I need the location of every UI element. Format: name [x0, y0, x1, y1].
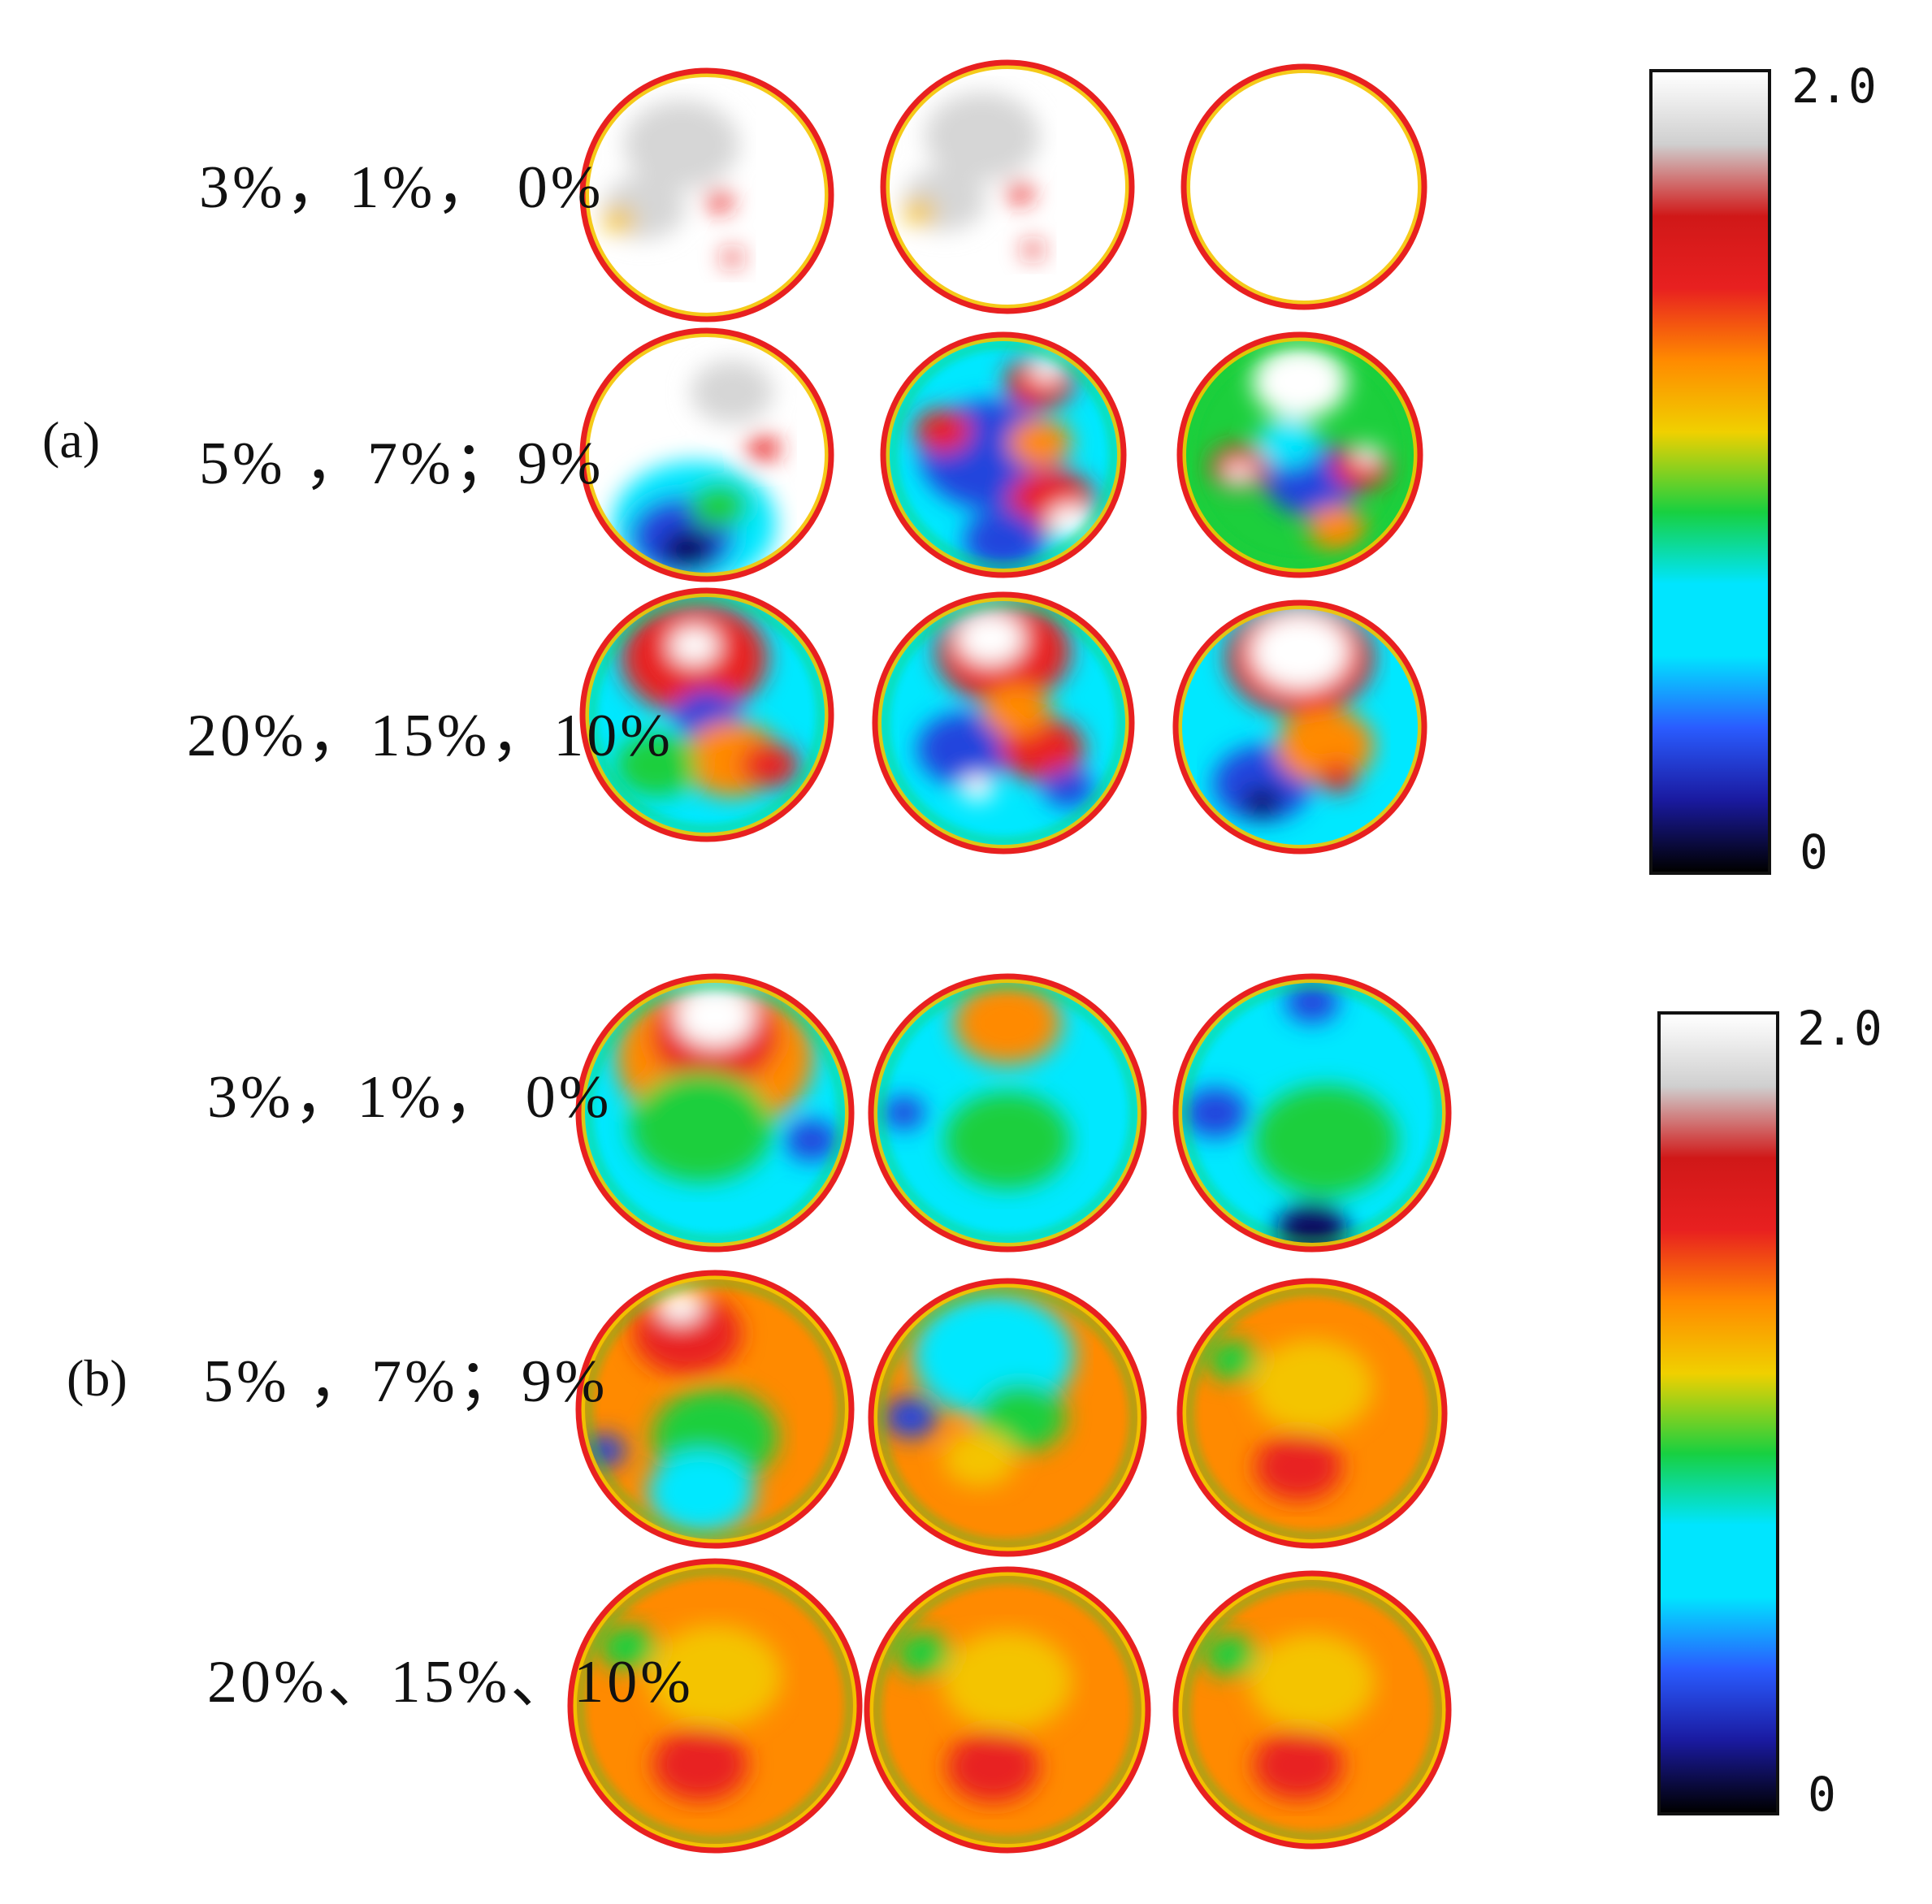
panel-a-colorbar-max-label: 2.0 — [1791, 58, 1877, 114]
panel-b-colorbar-min-label: 0 — [1808, 1767, 1836, 1822]
panel-a-colorbar-gradient — [1649, 69, 1771, 875]
contour-map-a-r3-c1 — [579, 587, 834, 842]
contour-map-b-r1-c1 — [575, 973, 855, 1253]
contour-map-b-r2-c1 — [575, 1270, 855, 1549]
panel-b-colorbar-max-label: 2.0 — [1797, 1001, 1882, 1056]
contour-map-a-r1-c2 — [880, 59, 1135, 314]
panel-a-row-1-label: 3%，1%， 0% — [199, 154, 604, 221]
contour-map-a-r3-c2 — [872, 591, 1135, 855]
contour-map-b-r1-c2 — [868, 973, 1147, 1253]
contour-map-a-r2-c2 — [880, 331, 1127, 578]
panel-a-row-2-label: 5% ，7%；9% — [199, 431, 604, 497]
contour-map-b-r1-c3 — [1172, 973, 1452, 1253]
contour-map-a-r2-c3 — [1176, 331, 1423, 578]
panel-a-row-3-label: 20%，15%，10% — [187, 703, 674, 769]
contour-map-b-r3-c3 — [1172, 1570, 1452, 1850]
panel-b-colorbar-gradient — [1657, 1011, 1779, 1815]
contour-map-b-r3-c2 — [864, 1566, 1151, 1854]
panel-b-row-3-label: 20%、15%、10% — [207, 1649, 694, 1716]
contour-map-b-r2-c3 — [1176, 1278, 1448, 1549]
panel-b-row-1-label: 3%，1%， 0% — [207, 1064, 613, 1131]
panel-b-label: (b) — [67, 1349, 128, 1407]
contour-map-a-r2-c1 — [579, 327, 834, 582]
contour-map-b-r3-c1 — [567, 1558, 863, 1854]
contour-map-a-r1-c3 — [1180, 63, 1427, 310]
contour-map-a-r1-c1 — [579, 67, 834, 322]
panel-b-row-2-label: 5% ，7%；9% — [203, 1348, 609, 1415]
contour-map-a-r3-c3 — [1172, 599, 1427, 855]
panel-a-label: (a) — [42, 411, 101, 469]
contour-map-b-r2-c2 — [868, 1278, 1147, 1557]
panel-a-colorbar-min-label: 0 — [1800, 824, 1828, 880]
